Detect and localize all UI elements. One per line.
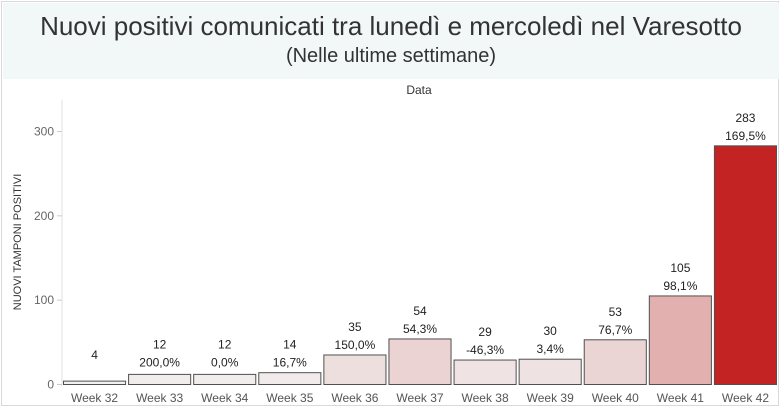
bar [193, 373, 257, 386]
change-label: 76,7% [598, 323, 632, 337]
y-ticks: 0 100 200 300 [34, 125, 62, 392]
y-tick-label: 0 [47, 378, 54, 392]
value-label: 30 [544, 324, 558, 338]
bar [648, 295, 712, 386]
x-tick-label: Week 32 [71, 391, 118, 405]
x-tick-label: Week 40 [592, 391, 639, 405]
x-tick-label: Week 42 [722, 391, 769, 405]
column-header: Data [406, 83, 432, 97]
change-label: 98,1% [663, 279, 697, 293]
change-label: 54,3% [403, 322, 437, 336]
x-tick-label: Week 39 [527, 391, 574, 405]
value-label: 53 [609, 305, 623, 319]
x-tick-label: Week 34 [201, 391, 248, 405]
bar [453, 359, 517, 386]
value-label: 12 [153, 338, 167, 352]
change-label: 0,0% [211, 356, 239, 370]
change-label: 16,7% [273, 356, 307, 370]
x-ticks: Week 32 Week 33 Week 34 Week 35 Week 36 Week … [71, 391, 769, 405]
bar [258, 372, 322, 385]
value-label: 29 [478, 325, 492, 339]
value-label: 105 [670, 261, 690, 275]
x-tick-label: Week 36 [331, 391, 378, 405]
data-labels: 4 200,0% 12 0,0% 12 16,7% 14 150,0% 35 54,3% 54 -46… [91, 111, 766, 370]
y-tick-label: 300 [34, 125, 54, 139]
x-tick-label: Week 37 [396, 391, 443, 405]
chart-subtitle: (Nelle ultime settimane) [285, 45, 497, 67]
chart-title: Nuovi positivi comunicati tra lunedì e m… [40, 11, 742, 41]
bar [63, 380, 127, 386]
value-label: 4 [91, 348, 98, 362]
bar [323, 354, 387, 386]
change-label: 150,0% [335, 338, 376, 352]
bar [583, 339, 647, 386]
bar [128, 373, 192, 386]
value-label: 35 [348, 320, 362, 334]
bar [388, 338, 452, 385]
y-axis-label: NUOVI TAMPONI POSITIVI [12, 174, 24, 311]
x-tick-label: Week 33 [136, 391, 183, 405]
bar [518, 358, 582, 386]
title-band: Nuovi positivi comunicati tra lunedì e m… [3, 3, 779, 79]
x-tick-label: Week 41 [657, 391, 704, 405]
y-tick-label: 100 [34, 293, 54, 307]
change-label: 169,5% [725, 129, 766, 143]
change-label: 3,4% [537, 342, 565, 356]
change-label: 200,0% [139, 356, 180, 370]
bars [63, 145, 778, 386]
change-label: -46,3% [466, 343, 504, 357]
x-tick-label: Week 35 [266, 391, 313, 405]
y-tick-label: 200 [34, 209, 54, 223]
bar [713, 145, 778, 385]
value-label: 14 [283, 338, 297, 352]
x-tick-label: Week 38 [462, 391, 509, 405]
value-label: 283 [735, 111, 755, 125]
value-label: 54 [413, 304, 427, 318]
value-label: 12 [218, 338, 232, 352]
